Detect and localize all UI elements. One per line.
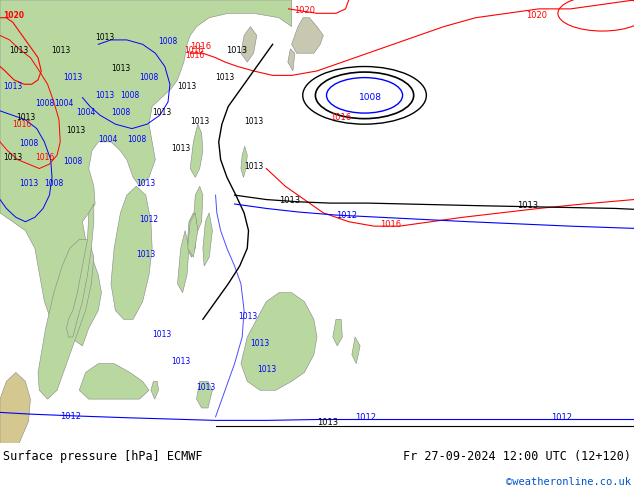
- Text: 1013: 1013: [152, 330, 171, 339]
- Text: 1008: 1008: [359, 93, 382, 102]
- Polygon shape: [79, 364, 149, 399]
- Text: 1013: 1013: [178, 82, 197, 91]
- Text: 1013: 1013: [95, 91, 114, 99]
- Text: 1008: 1008: [139, 73, 158, 82]
- Text: 1016: 1016: [190, 42, 211, 51]
- Text: 1013: 1013: [3, 82, 22, 91]
- Polygon shape: [151, 381, 158, 399]
- Text: 1004: 1004: [54, 99, 74, 108]
- Text: 1013: 1013: [279, 196, 300, 205]
- Text: 1016: 1016: [35, 153, 54, 162]
- Text: 1013: 1013: [226, 46, 247, 55]
- Polygon shape: [38, 240, 94, 399]
- Text: 1013: 1013: [136, 250, 155, 259]
- Text: 1013: 1013: [317, 418, 338, 427]
- Text: 1004: 1004: [76, 108, 96, 117]
- Text: 1013: 1013: [238, 312, 257, 321]
- Polygon shape: [241, 293, 317, 390]
- Text: 1020: 1020: [526, 11, 547, 20]
- Text: ©weatheronline.co.uk: ©weatheronline.co.uk: [506, 477, 631, 487]
- Text: 1013: 1013: [216, 73, 235, 82]
- Polygon shape: [197, 381, 212, 408]
- Text: 1013: 1013: [257, 366, 276, 374]
- Text: 1016: 1016: [330, 113, 351, 122]
- Text: 1013: 1013: [171, 144, 190, 153]
- Text: 1008: 1008: [19, 139, 38, 148]
- Text: 1013: 1013: [95, 33, 114, 42]
- Text: 1013: 1013: [3, 153, 22, 162]
- Text: 1013: 1013: [171, 357, 190, 366]
- Text: 1013: 1013: [190, 117, 209, 126]
- Text: 1016: 1016: [184, 46, 203, 55]
- Text: 1013: 1013: [51, 46, 70, 55]
- Polygon shape: [288, 49, 295, 71]
- Text: 1008: 1008: [63, 157, 82, 166]
- Text: Surface pressure [hPa] ECMWF: Surface pressure [hPa] ECMWF: [3, 450, 203, 463]
- Text: 1008: 1008: [111, 108, 130, 117]
- Text: 1008: 1008: [44, 179, 63, 188]
- Polygon shape: [193, 186, 203, 231]
- Text: 1013: 1013: [250, 339, 269, 348]
- Text: 1008: 1008: [35, 99, 54, 108]
- Polygon shape: [333, 319, 342, 346]
- Text: 1013: 1013: [152, 108, 171, 117]
- Text: 1013: 1013: [67, 126, 86, 135]
- Polygon shape: [0, 372, 30, 443]
- Text: 1012: 1012: [552, 414, 573, 422]
- Text: 1013: 1013: [244, 162, 263, 171]
- Text: 1020: 1020: [3, 11, 24, 20]
- Polygon shape: [111, 186, 152, 319]
- Text: 1013: 1013: [10, 46, 29, 55]
- Text: 1008: 1008: [120, 91, 139, 99]
- Polygon shape: [178, 231, 189, 293]
- Polygon shape: [188, 213, 198, 257]
- Text: 1008: 1008: [158, 37, 178, 47]
- Polygon shape: [190, 124, 203, 177]
- Text: 1013: 1013: [16, 113, 35, 122]
- Text: 1012: 1012: [355, 414, 376, 422]
- Text: 1004: 1004: [98, 135, 118, 144]
- Polygon shape: [352, 337, 360, 364]
- Text: 1013: 1013: [517, 201, 538, 210]
- Polygon shape: [241, 147, 247, 177]
- Text: 1013: 1013: [111, 64, 130, 73]
- Polygon shape: [292, 18, 323, 53]
- Text: 1013: 1013: [136, 179, 155, 188]
- Text: Fr 27-09-2024 12:00 UTC (12+120): Fr 27-09-2024 12:00 UTC (12+120): [403, 450, 631, 463]
- Text: 1016: 1016: [185, 50, 204, 60]
- Text: 1016: 1016: [380, 220, 401, 229]
- Polygon shape: [203, 213, 212, 266]
- Text: 1008: 1008: [127, 135, 146, 144]
- Polygon shape: [187, 213, 197, 257]
- Text: 1013: 1013: [197, 383, 216, 392]
- Text: 1016: 1016: [13, 120, 32, 129]
- Text: 1020: 1020: [294, 6, 315, 15]
- Polygon shape: [67, 204, 94, 337]
- Text: 1013: 1013: [19, 179, 38, 188]
- Text: 1012: 1012: [139, 215, 158, 224]
- Polygon shape: [241, 26, 257, 62]
- Text: 1013: 1013: [63, 73, 82, 82]
- Text: 1013: 1013: [244, 117, 263, 126]
- Text: 1012: 1012: [336, 211, 357, 220]
- Text: 1012: 1012: [60, 412, 81, 421]
- Polygon shape: [0, 0, 292, 346]
